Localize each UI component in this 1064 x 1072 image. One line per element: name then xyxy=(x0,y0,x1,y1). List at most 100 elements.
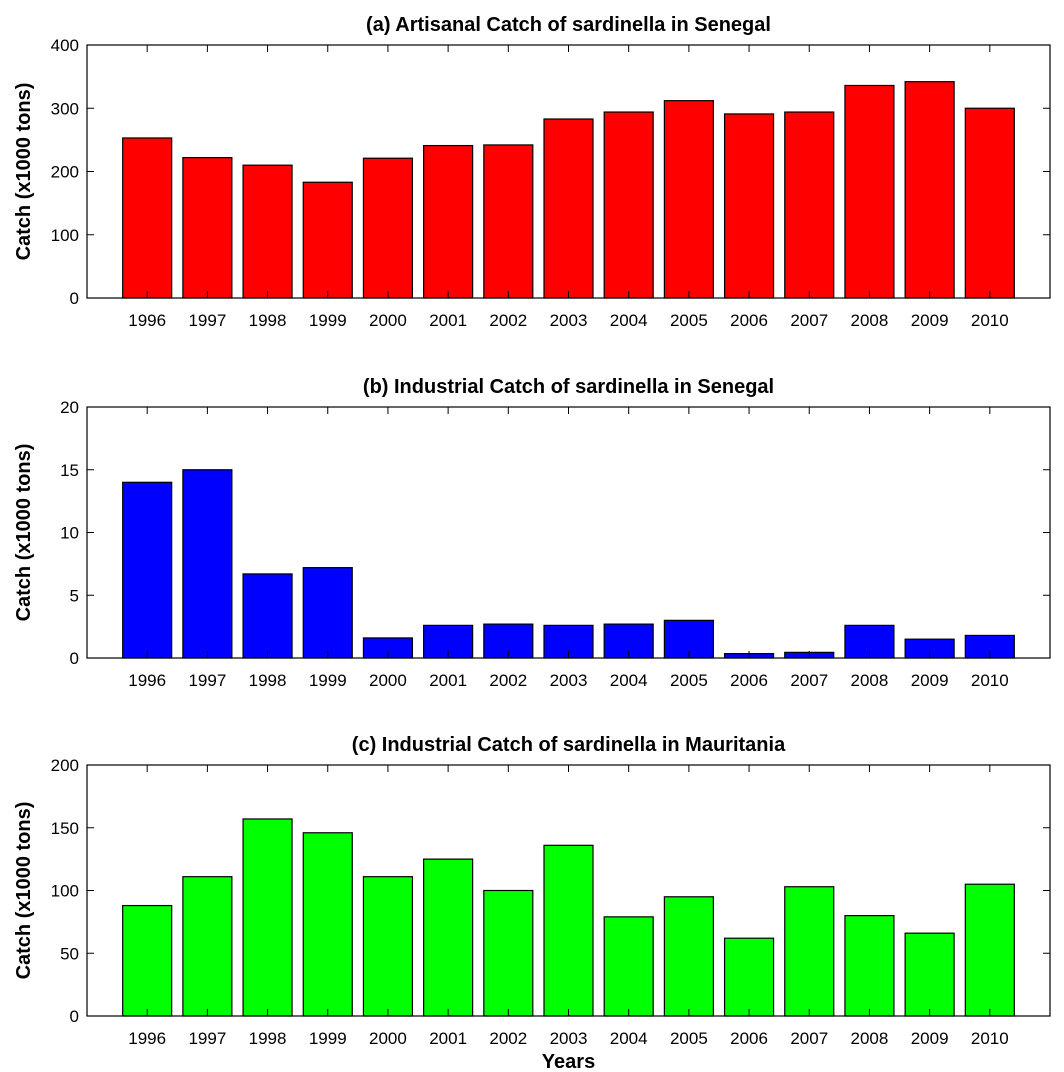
x-tick-label: 2008 xyxy=(851,671,889,690)
x-tick-label: 2010 xyxy=(971,1029,1009,1048)
bar-1996 xyxy=(122,137,173,299)
y-axis-label: Catch (x1000 tons) xyxy=(13,83,35,261)
bar-2008 xyxy=(844,84,895,299)
bar-2000 xyxy=(362,876,414,1017)
bar-2001 xyxy=(423,858,474,1017)
x-tick-label: 2007 xyxy=(790,671,828,690)
panel-1: 1996 1997 1998 1999 2000 2001 2002 2003 2004 2005… xyxy=(13,14,1051,330)
x-tick-label: 2000 xyxy=(369,311,407,330)
x-tick-label: 1997 xyxy=(188,311,226,330)
x-tick-label: 2000 xyxy=(369,1029,407,1048)
x-tick-label: 2004 xyxy=(610,1029,648,1048)
bar-1998 xyxy=(242,818,293,1017)
x-tick-label: 2009 xyxy=(911,671,949,690)
bar-2005 xyxy=(663,100,714,299)
x-tick-label: 1996 xyxy=(128,311,166,330)
x-tick-label: 2010 xyxy=(971,311,1009,330)
x-tick-label: 2003 xyxy=(550,1029,588,1048)
x-tick-label: 2000 xyxy=(369,671,407,690)
bar-2010 xyxy=(964,883,1015,1017)
x-tick-label: 2006 xyxy=(730,311,768,330)
bar-2004 xyxy=(603,111,654,299)
y-tick-label: 5 xyxy=(70,586,79,605)
x-tick-label: 2006 xyxy=(730,1029,768,1048)
x-tick-label: 2008 xyxy=(851,311,889,330)
x-tick-label: 2002 xyxy=(489,311,527,330)
y-tick-label: 150 xyxy=(51,819,79,838)
x-tick-label: 2001 xyxy=(429,311,467,330)
x-tick-label: 1997 xyxy=(188,671,226,690)
x-tick-label: 2005 xyxy=(670,311,708,330)
y-axis-label: Catch (x1000 tons) xyxy=(13,444,35,622)
x-tick-label: 2002 xyxy=(489,671,527,690)
x-tick-label: 2004 xyxy=(610,671,648,690)
bar-1998 xyxy=(242,164,293,299)
x-tick-label: 1998 xyxy=(249,311,287,330)
bar-1998 xyxy=(242,573,293,659)
x-tick-label: 2001 xyxy=(429,1029,467,1048)
bar-2006 xyxy=(723,937,775,1017)
x-axis-label: Years xyxy=(542,1051,595,1072)
bar-2005 xyxy=(663,896,714,1017)
x-tick-label: 2005 xyxy=(670,671,708,690)
bar-2007 xyxy=(784,111,835,299)
bar-2003 xyxy=(543,844,594,1017)
bar-1996 xyxy=(122,481,173,659)
x-tick-label: 2008 xyxy=(851,1029,889,1048)
x-tick-label: 2010 xyxy=(971,671,1009,690)
y-tick-label: 20 xyxy=(60,398,79,417)
x-tick-label: 2009 xyxy=(911,311,949,330)
chart-title: (c) Industrial Catch of sardinella in Ma… xyxy=(352,734,786,756)
chart-title: (b) Industrial Catch of sardinella in Se… xyxy=(363,376,774,398)
x-tick-label: 2009 xyxy=(911,1029,949,1048)
bar-2009 xyxy=(904,81,955,299)
bar-2003 xyxy=(543,118,594,299)
x-tick-label: 2002 xyxy=(489,1029,527,1048)
x-tick-label: 1997 xyxy=(188,1029,226,1048)
x-tick-label: 2005 xyxy=(670,1029,708,1048)
x-tick-label: 2004 xyxy=(610,311,648,330)
bar-2008 xyxy=(844,914,895,1017)
y-tick-label: 100 xyxy=(51,882,79,901)
x-tick-label: 1999 xyxy=(309,671,347,690)
x-tick-label: 1998 xyxy=(249,1029,287,1048)
bar-2002 xyxy=(483,889,534,1017)
bar-1999 xyxy=(302,567,353,659)
bar-2001 xyxy=(423,144,474,299)
bar-2009 xyxy=(904,932,955,1017)
bar-1997 xyxy=(182,469,233,659)
x-tick-label: 2007 xyxy=(790,1029,828,1048)
chart-title: (a) Artisanal Catch of sardinella in Sen… xyxy=(366,14,771,36)
y-tick-label: 0 xyxy=(70,1007,79,1026)
x-tick-label: 2003 xyxy=(550,671,588,690)
x-tick-label: 1996 xyxy=(128,1029,166,1048)
bar-1997 xyxy=(182,876,233,1017)
y-tick-label: 15 xyxy=(60,461,79,480)
bar-2002 xyxy=(483,144,534,299)
x-tick-label: 2003 xyxy=(550,311,588,330)
y-tick-label: 200 xyxy=(51,163,79,182)
y-tick-label: 200 xyxy=(51,756,79,775)
x-tick-label: 2006 xyxy=(730,671,768,690)
x-tick-label: 2007 xyxy=(790,311,828,330)
bar-2000 xyxy=(362,157,414,299)
bar-1997 xyxy=(182,156,233,299)
y-tick-label: 50 xyxy=(60,944,79,963)
bar-2007 xyxy=(784,886,835,1017)
panel-2: 1996 1997 1998 1999 2000 2001 2002 2003 2004 2005… xyxy=(13,376,1051,690)
y-tick-label: 0 xyxy=(70,289,79,308)
x-tick-label: 1999 xyxy=(309,1029,347,1048)
bar-1996 xyxy=(122,904,173,1017)
x-tick-label: 1999 xyxy=(309,311,347,330)
bar-2010 xyxy=(964,107,1015,299)
x-tick-label: 1998 xyxy=(249,671,287,690)
y-tick-label: 300 xyxy=(51,99,79,118)
x-tick-label: 2001 xyxy=(429,671,467,690)
y-tick-label: 0 xyxy=(70,649,79,668)
bar-2004 xyxy=(603,916,654,1017)
x-tick-label: 1996 xyxy=(128,671,166,690)
y-tick-label: 400 xyxy=(51,36,79,55)
y-tick-label: 100 xyxy=(51,226,79,245)
panel-3: 1996 1997 1998 1999 2000 2001 2002 2003 2004 2005… xyxy=(13,734,1051,1072)
